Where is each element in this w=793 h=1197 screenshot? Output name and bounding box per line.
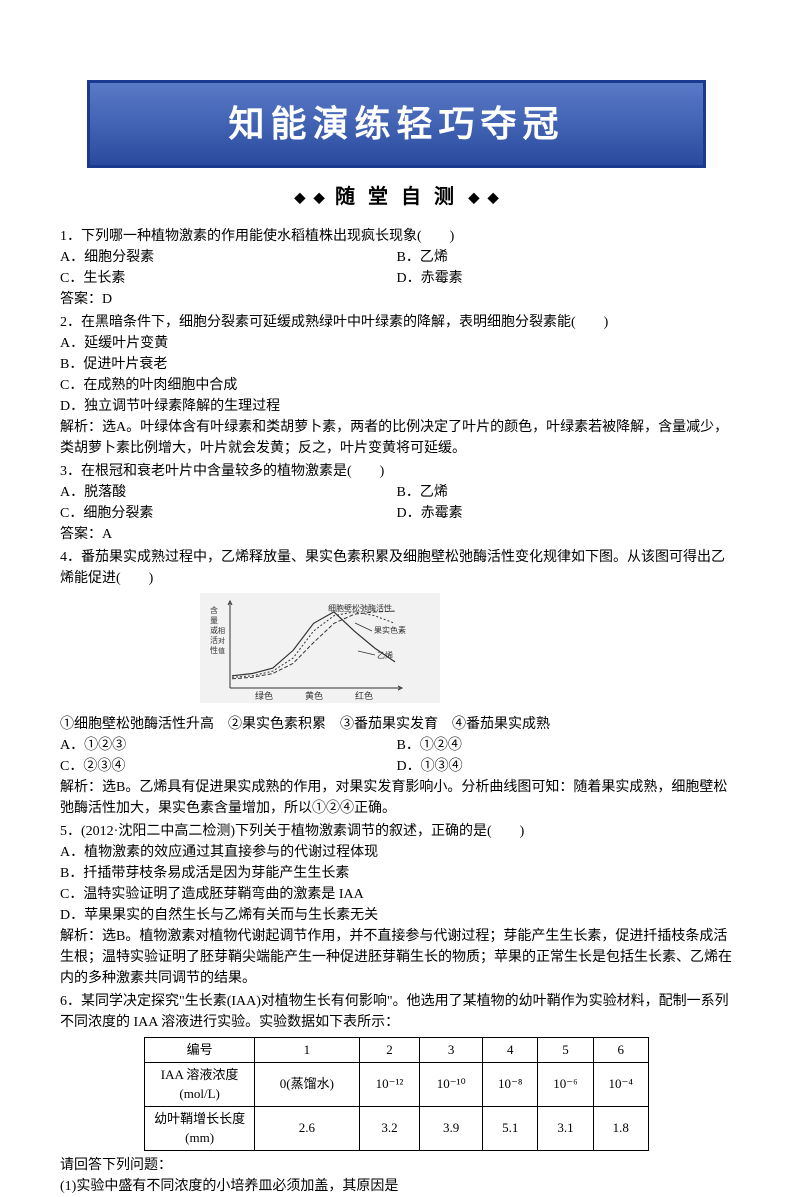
svg-text:对: 对 xyxy=(218,636,225,645)
col-header-3: 3 xyxy=(420,1038,483,1063)
legend-2: 果实色素 xyxy=(374,625,406,635)
cell: 10⁻⁶ xyxy=(538,1062,593,1106)
col-header-2: 2 xyxy=(359,1038,420,1063)
q4-sub: ①细胞壁松弛酶活性升高 ②果实色素积累 ③番茄果实发育 ④番茄果实成熟 xyxy=(60,714,733,735)
q5-explain: 解析：选B。植物激素对植物代谢起调节作用，并不直接参与代谢过程；芽能产生生长素，… xyxy=(60,926,733,989)
q2-explain: 解析：选A。叶绿体含有叶绿素和类胡萝卜素，两者的比例决定了叶片的颜色，叶绿素若被… xyxy=(60,417,733,459)
main-banner: 知能演练轻巧夺冠 xyxy=(87,80,706,168)
q4-stem: 4．番茄果实成熟过程中，乙烯释放量、果实色素积累及细胞壁松弛酶活性变化规律如下图… xyxy=(60,547,733,589)
q3-optC: C．细胞分裂素 xyxy=(60,503,397,524)
col-header-0: 编号 xyxy=(145,1038,255,1063)
subtitle-row: ◆ ◆ 随 堂 自 测 ◆ ◆ xyxy=(60,182,733,212)
xlabel-3: 红色 xyxy=(355,690,373,701)
col-header-5: 5 xyxy=(538,1038,593,1063)
q1-answer: 答案：D xyxy=(60,289,733,310)
diamond-icon: ◆ xyxy=(469,188,480,209)
diamond-icon: ◆ xyxy=(488,188,499,209)
q3-optA: A．脱落酸 xyxy=(60,482,397,503)
cell: 10⁻¹² xyxy=(359,1062,420,1106)
cell: 2.6 xyxy=(255,1106,359,1150)
q5-stem: 5．(2012·沈阳二中高二检测)下列关于植物激素调节的叙述，正确的是( ) xyxy=(60,821,733,842)
q1-optC: C．生长素 xyxy=(60,268,397,289)
svg-text:活: 活 xyxy=(210,635,218,645)
svg-text:含: 含 xyxy=(210,605,218,615)
cell: 5.1 xyxy=(483,1106,538,1150)
cell: 3.9 xyxy=(420,1106,483,1150)
q4-optA: A．①②③ xyxy=(60,735,397,756)
q5-optA: A．植物激素的效应通过其直接参与的代谢过程体现 xyxy=(60,842,733,863)
xlabel-1: 绿色 xyxy=(255,690,273,701)
cell: 3.1 xyxy=(538,1106,593,1150)
cell: 3.2 xyxy=(359,1106,420,1150)
svg-text:量: 量 xyxy=(210,616,218,625)
q4-optD: D．①③④ xyxy=(397,756,734,777)
legend-1: 细胞壁松弛酶活性 xyxy=(328,603,392,613)
q4-optC: C．②③④ xyxy=(60,756,397,777)
legend-3: 乙烯 xyxy=(377,650,393,660)
cell: 1.8 xyxy=(593,1106,648,1150)
diamond-icon: ◆ xyxy=(294,188,305,209)
q2-stem: 2．在黑暗条件下，细胞分裂素可延缓成熟绿叶中叶绿素的降解，表明细胞分裂素能( ) xyxy=(60,312,733,333)
xlabel-2: 黄色 xyxy=(305,690,323,701)
q3-optB: B．乙烯 xyxy=(397,482,734,503)
table-header-row: 编号 1 2 3 4 5 6 xyxy=(145,1038,649,1063)
table-row: 幼叶鞘增长长度(mm) 2.6 3.2 3.9 5.1 3.1 1.8 xyxy=(145,1106,649,1150)
q1-optD: D．赤霉素 xyxy=(397,268,734,289)
q6-follow1: 请回答下列问题： xyxy=(60,1155,733,1176)
svg-text:或: 或 xyxy=(210,625,218,635)
row1-header: IAA 溶液浓度(mol/L) xyxy=(145,1062,255,1106)
question-5: 5．(2012·沈阳二中高二检测)下列关于植物激素调节的叙述，正确的是( ) A… xyxy=(60,821,733,989)
q3-answer: 答案：A xyxy=(60,524,733,545)
svg-text:值: 值 xyxy=(218,646,225,655)
diamond-icon: ◆ xyxy=(314,188,325,209)
q4-explain: 解析：选B。乙烯具有促进果实成熟的作用，对果实发育影响小。分析曲线图可知：随着果… xyxy=(60,777,733,819)
col-header-6: 6 xyxy=(593,1038,648,1063)
col-header-1: 1 xyxy=(255,1038,359,1063)
q5-optD: D．苹果果实的自然生长与乙烯有关而与生长素无关 xyxy=(60,905,733,926)
q6-follow2: (1)实验中盛有不同浓度的小培养皿必须加盖，其原因是 xyxy=(60,1176,733,1197)
q1-stem: 1．下列哪一种植物激素的作用能使水稻植株出现疯长现象( ) xyxy=(60,226,733,247)
table-row: IAA 溶液浓度(mol/L) 0(蒸馏水) 10⁻¹² 10⁻¹⁰ 10⁻⁸ … xyxy=(145,1062,649,1106)
question-2: 2．在黑暗条件下，细胞分裂素可延缓成熟绿叶中叶绿素的降解，表明细胞分裂素能( )… xyxy=(60,312,733,459)
q1-optB: B．乙烯 xyxy=(397,247,734,268)
q5-optC: C．温特实验证明了造成胚芽鞘弯曲的激素是 IAA xyxy=(60,884,733,905)
q2-optD: D．独立调节叶绿素降解的生理过程 xyxy=(60,396,733,417)
subtitle-text: 随 堂 自 测 xyxy=(335,182,458,212)
q2-optB: B．促进叶片衰老 xyxy=(60,354,733,375)
question-6: 6．某同学决定探究"生长素(IAA)对植物生长有何影响"。他选用了某植物的幼叶鞘… xyxy=(60,991,733,1197)
cell: 10⁻⁴ xyxy=(593,1062,648,1106)
content-area: 1．下列哪一种植物激素的作用能使水稻植株出现疯长现象( ) A．细胞分裂素 B．… xyxy=(60,226,733,1197)
svg-text:性: 性 xyxy=(210,645,218,655)
q6-stem: 6．某同学决定探究"生长素(IAA)对植物生长有何影响"。他选用了某植物的幼叶鞘… xyxy=(60,991,733,1033)
q3-stem: 3．在根冠和衰老叶片中含量较多的植物激素是( ) xyxy=(60,461,733,482)
q2-optC: C．在成熟的叶肉细胞中合成 xyxy=(60,375,733,396)
cell: 10⁻¹⁰ xyxy=(420,1062,483,1106)
q6-table: 编号 1 2 3 4 5 6 IAA 溶液浓度(mol/L) 0(蒸馏水) 10… xyxy=(144,1037,649,1151)
chart-svg: 含 量 或 活 性 相 对 值 绿色 黄色 红色 细胞壁松弛酶活性 果实色素 xyxy=(200,593,440,703)
question-3: 3．在根冠和衰老叶片中含量较多的植物激素是( ) A．脱落酸 B．乙烯 C．细胞… xyxy=(60,461,733,545)
q5-optB: B．扦插带芽枝条易成活是因为芽能产生生长素 xyxy=(60,863,733,884)
cell: 10⁻⁸ xyxy=(483,1062,538,1106)
question-1: 1．下列哪一种植物激素的作用能使水稻植株出现疯长现象( ) A．细胞分裂素 B．… xyxy=(60,226,733,310)
q3-optD: D．赤霉素 xyxy=(397,503,734,524)
q4-optB: B．①②④ xyxy=(397,735,734,756)
col-header-4: 4 xyxy=(483,1038,538,1063)
cell: 0(蒸馏水) xyxy=(255,1062,359,1106)
svg-text:相: 相 xyxy=(218,626,225,635)
q1-optA: A．细胞分裂素 xyxy=(60,247,397,268)
q2-optA: A．延缓叶片变黄 xyxy=(60,333,733,354)
q4-chart: 含 量 或 活 性 相 对 值 绿色 黄色 红色 细胞壁松弛酶活性 果实色素 xyxy=(200,593,440,710)
question-4: 4．番茄果实成熟过程中，乙烯释放量、果实色素积累及细胞壁松弛酶活性变化规律如下图… xyxy=(60,547,733,819)
row2-header: 幼叶鞘增长长度(mm) xyxy=(145,1106,255,1150)
